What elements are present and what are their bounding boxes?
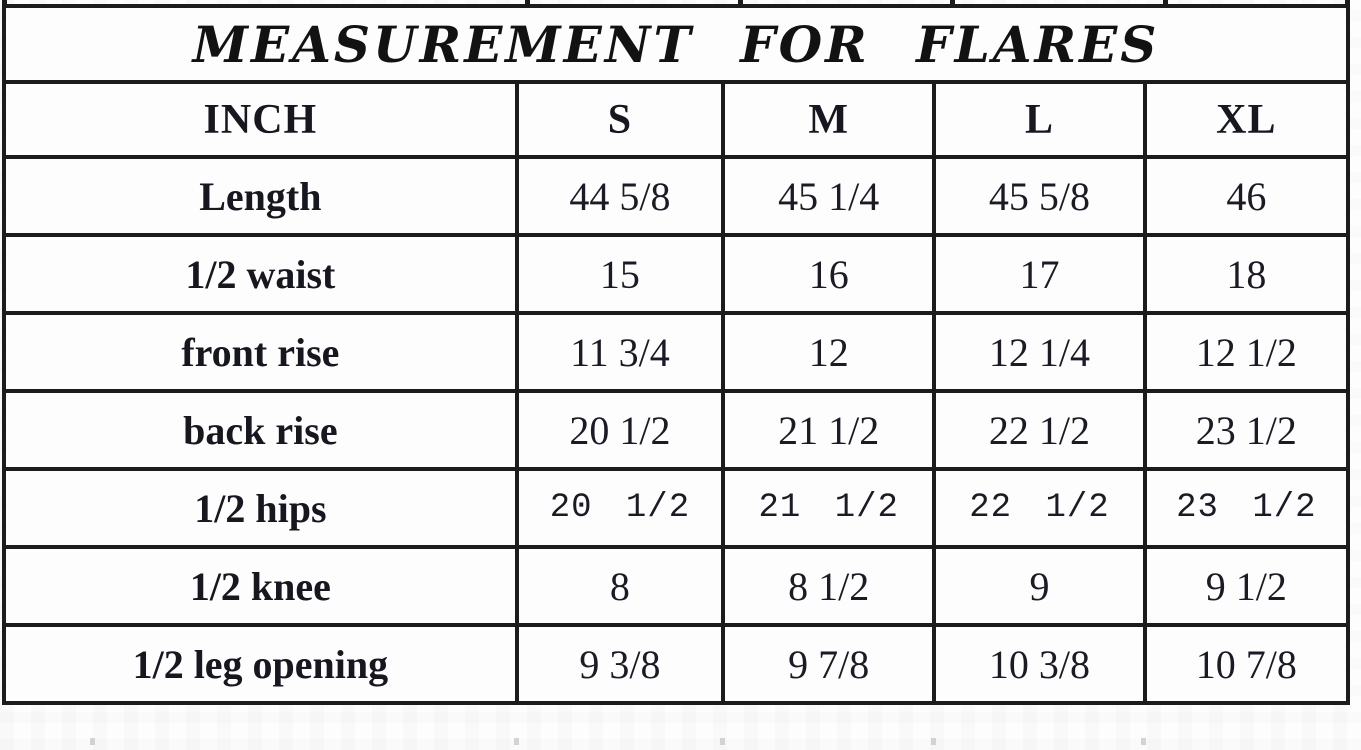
table-title: MEASUREMENT FOR FLARES — [2, 4, 1350, 84]
bottom-border-ghost-tick — [931, 738, 936, 745]
cell-value: 9 — [932, 545, 1147, 627]
cell-value: 17 — [932, 233, 1147, 315]
cell-value: 12 1/4 — [932, 311, 1147, 393]
row-label: 1/2 leg opening — [2, 623, 519, 705]
top-border-remnant-tick — [525, 0, 530, 5]
table-row-half-waist: 1/2 waist 15 16 17 18 — [2, 233, 1351, 315]
cell-value: 8 — [514, 545, 726, 627]
cell-value: 45 5/8 — [932, 155, 1147, 237]
cell-value: 23 1/2 — [1142, 467, 1351, 549]
col-header-xl: XL — [1142, 80, 1351, 159]
top-border-remnant-tick — [738, 0, 743, 5]
cell-value: 16 — [721, 233, 937, 315]
cell-value: 12 1/2 — [1142, 311, 1351, 393]
cell-value: 20 1/2 — [514, 467, 726, 549]
cell-value: 22 1/2 — [932, 389, 1147, 471]
cell-value: 12 — [721, 311, 937, 393]
cell-value: 18 — [1142, 233, 1351, 315]
cell-value: 11 3/4 — [514, 311, 726, 393]
col-header-m: M — [721, 80, 937, 159]
row-label: back rise — [2, 389, 519, 471]
bottom-border-ghost-tick — [90, 738, 95, 745]
cell-value: 45 1/4 — [721, 155, 937, 237]
cell-value: 46 — [1142, 155, 1351, 237]
cell-value: 15 — [514, 233, 726, 315]
bottom-border-ghost-tick — [514, 738, 519, 745]
cell-value: 9 1/2 — [1142, 545, 1351, 627]
row-label: Length — [2, 155, 519, 237]
top-border-remnant-tick — [950, 0, 955, 5]
table-row-half-knee: 1/2 knee 8 8 1/2 9 9 1/2 — [2, 545, 1351, 627]
row-label: 1/2 hips — [2, 467, 519, 549]
table-row-back-rise: back rise 20 1/2 21 1/2 22 1/2 23 1/2 — [2, 389, 1351, 471]
cell-value: 10 3/8 — [932, 623, 1147, 705]
bottom-border-ghost-tick — [1141, 738, 1146, 745]
table-row-length: Length 44 5/8 45 1/4 45 5/8 46 — [2, 155, 1351, 237]
col-header-inch: INCH — [2, 80, 519, 159]
cell-value: 21 1/2 — [721, 389, 937, 471]
col-header-s: S — [514, 80, 726, 159]
cell-value: 10 7/8 — [1142, 623, 1351, 705]
cell-value: 23 1/2 — [1142, 389, 1351, 471]
cell-value: 21 1/2 — [721, 467, 937, 549]
row-label: front rise — [2, 311, 519, 393]
row-label: 1/2 knee — [2, 545, 519, 627]
table-header-row: INCH S M L XL — [2, 80, 1351, 159]
bottom-border-ghost-tick — [720, 738, 725, 745]
table-row-front-rise: front rise 11 3/4 12 12 1/4 12 1/2 — [2, 311, 1351, 393]
cell-value: 8 1/2 — [721, 545, 937, 627]
table-title-row: MEASUREMENT FOR FLARES — [2, 4, 1350, 84]
cell-value: 9 3/8 — [514, 623, 726, 705]
cell-value: 9 7/8 — [721, 623, 937, 705]
measurement-table: MEASUREMENT FOR FLARES INCH S M L XL Len… — [2, 4, 1351, 705]
table-row-half-leg-opening: 1/2 leg opening 9 3/8 9 7/8 10 3/8 10 7/… — [2, 623, 1351, 705]
table-row-half-hips: 1/2 hips 20 1/2 21 1/2 22 1/2 23 1/2 — [2, 467, 1351, 549]
top-border-remnant-tick — [2, 0, 7, 5]
cell-value: 20 1/2 — [514, 389, 726, 471]
col-header-l: L — [932, 80, 1147, 159]
cell-value: 22 1/2 — [932, 467, 1147, 549]
row-label: 1/2 waist — [2, 233, 519, 315]
top-border-remnant-tick — [1345, 0, 1350, 5]
cell-value: 44 5/8 — [514, 155, 726, 237]
top-border-remnant-tick — [1163, 0, 1168, 5]
